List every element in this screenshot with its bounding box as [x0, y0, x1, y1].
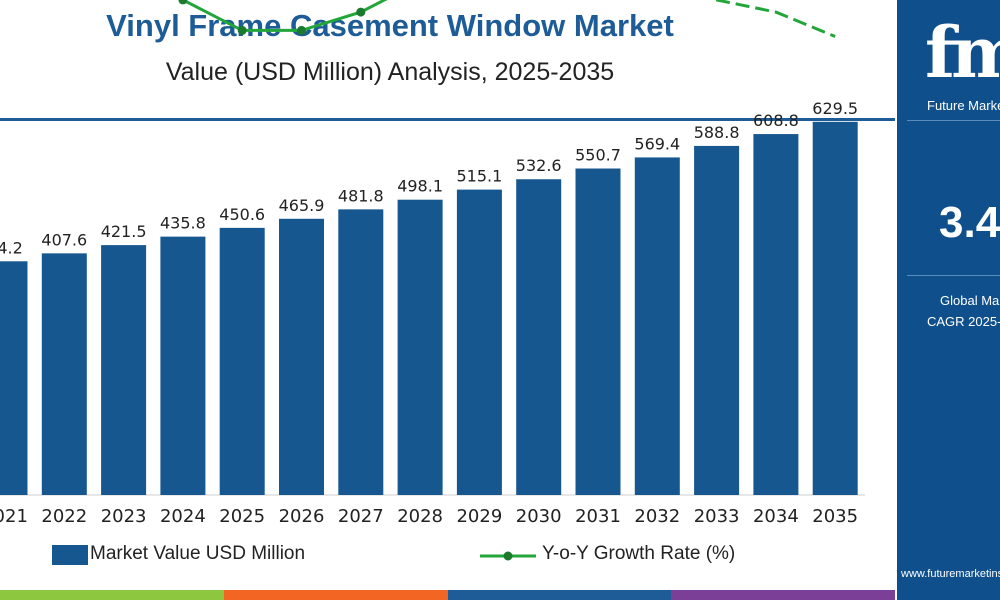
x-tick-label: 2035	[812, 506, 858, 527]
panel-divider	[907, 275, 1000, 276]
side-panel: fmi Future Market Insights 3.4% Global M…	[897, 0, 1000, 600]
bar	[279, 218, 324, 496]
bar-value-label: 515.1	[456, 167, 502, 186]
x-tick-label: 2030	[516, 506, 562, 527]
bar-value-label: 629.5	[812, 99, 858, 118]
strip-segment-3	[671, 590, 895, 600]
brand-logo: fmi	[925, 11, 1000, 94]
legend-line-label: Y-o-Y Growth Rate (%)	[542, 543, 736, 564]
x-tick-label: 2021	[0, 506, 28, 527]
bar-value-label: 435.8	[160, 214, 206, 233]
cagr-label-line-2: CAGR 2025-2035	[927, 314, 1000, 329]
strip-segment-0	[0, 590, 224, 600]
brand-name: Future Market Insights	[927, 98, 1000, 113]
bar-value-label: 550.7	[575, 146, 621, 165]
bar-value-label: 94.2	[0, 238, 23, 257]
bar-value-label: 532.6	[516, 156, 562, 175]
bar	[0, 261, 28, 495]
strip-segment-1	[223, 590, 448, 600]
chart-subtitle: Value (USD Million) Analysis, 2025-2035	[165, 58, 615, 86]
x-tick-label: 2031	[575, 506, 621, 527]
x-tick-label: 2023	[101, 506, 147, 527]
website-url: www.futuremarketinsights.com	[901, 568, 1000, 580]
legend-bar-swatch	[52, 545, 88, 565]
x-tick-label: 2026	[279, 506, 325, 527]
x-tick-label: 2033	[694, 506, 740, 527]
x-tick-label: 2029	[456, 506, 502, 527]
x-tick-label: 2034	[753, 506, 799, 527]
x-tick-label: 2027	[338, 506, 384, 527]
chart-title: Vinyl Frame Casement Window Market	[106, 8, 674, 43]
bar-value-label: 421.5	[101, 222, 147, 241]
x-tick-label: 2024	[160, 506, 206, 527]
legend-bar-label: Market Value USD Million	[90, 543, 306, 564]
growth-point	[356, 7, 366, 17]
bar-value-label: 465.9	[279, 196, 325, 215]
panel-divider	[907, 120, 1000, 121]
bar-value-label: 481.8	[338, 186, 384, 205]
x-tick-label: 2025	[219, 506, 265, 527]
bottom-color-strip	[0, 590, 895, 600]
legend-line-swatch	[480, 551, 536, 561]
growth-point	[178, 0, 188, 5]
bar	[397, 199, 443, 495]
strip-segment-2	[447, 590, 672, 600]
bar	[219, 227, 265, 495]
bar	[634, 157, 680, 496]
bar	[41, 253, 87, 495]
growth-point	[237, 25, 247, 35]
cagr-label-line-1: Global Market	[940, 293, 1000, 308]
bar-value-label: 498.1	[397, 177, 443, 196]
bar-value-label: 608.8	[753, 111, 799, 130]
bar-value-label: 588.8	[694, 123, 740, 142]
growth-point	[297, 25, 306, 35]
growth-line-solid	[179, 0, 388, 32]
combo-chart: 94.2 2021 407.6 2022 421.5 2023 435.8 2024 450.6…	[0, 0, 865, 527]
bar	[694, 145, 740, 495]
bar	[516, 179, 562, 495]
bar	[812, 121, 858, 496]
bar-value-label: 450.6	[219, 205, 265, 224]
bar-value-label: 569.4	[634, 134, 680, 153]
cagr-value: 3.4%	[939, 198, 1000, 247]
x-tick-label: 2032	[634, 506, 680, 527]
title-divider	[0, 118, 895, 121]
bar-value-label: 407.6	[41, 230, 87, 249]
bar	[456, 189, 502, 495]
growth-line-projected	[709, 0, 836, 38]
bar	[338, 209, 384, 495]
bar	[101, 245, 147, 495]
x-tick-label: 2022	[41, 506, 87, 527]
x-tick-label: 2028	[397, 506, 443, 527]
bar	[160, 236, 206, 495]
bar	[575, 168, 621, 496]
bar	[753, 134, 799, 495]
